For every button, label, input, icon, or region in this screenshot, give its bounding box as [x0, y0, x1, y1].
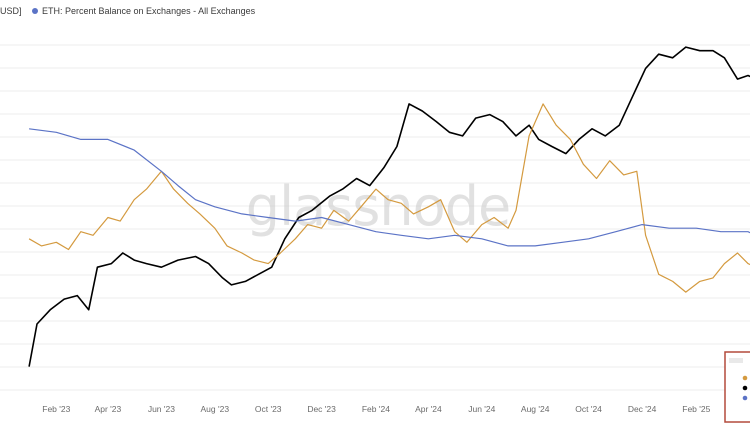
legend-swatch-1: [32, 8, 38, 14]
legend-entry-1: ETH: Percent Balance on Exchanges - All …: [42, 6, 256, 16]
gridlines: [0, 44, 750, 391]
inset-dot-blue: [742, 395, 748, 401]
series-balance-line: [29, 128, 750, 247]
x-tick-label: Dec '23: [307, 404, 336, 414]
x-tick-label: Apr '23: [95, 404, 122, 414]
inset-legend-box[interactable]: [724, 351, 750, 423]
x-tick-label: Jun '24: [468, 404, 495, 414]
x-tick-label: Jun '23: [148, 404, 175, 414]
inset-dot-orange: [742, 375, 748, 381]
series-price-line: [28, 46, 750, 367]
x-tick-label: Feb '23: [42, 404, 70, 414]
x-tick-label: Aug '23: [201, 404, 230, 414]
x-tick-label: Feb '25: [682, 404, 710, 414]
x-tick-label: Aug '24: [521, 404, 550, 414]
x-tick-label: Dec '24: [628, 404, 657, 414]
x-tick-label: Feb '24: [362, 404, 390, 414]
watermark: glassnode: [246, 175, 510, 238]
series-orange-line: [28, 103, 750, 293]
x-tick-label: Oct '24: [575, 404, 602, 414]
x-tick-label: Oct '23: [255, 404, 282, 414]
legend-entry-0: USD]: [0, 6, 22, 16]
x-tick-label: Apr '24: [415, 404, 442, 414]
legend: USD] ETH: Percent Balance on Exchanges -…: [0, 6, 256, 16]
inset-header: [729, 358, 743, 363]
inset-dot-black: [742, 385, 748, 391]
x-axis: Feb '23 Apr '23 Jun '23 Aug '23 Oct '23 Dec '…: [42, 404, 750, 414]
series-layer: [28, 46, 750, 367]
